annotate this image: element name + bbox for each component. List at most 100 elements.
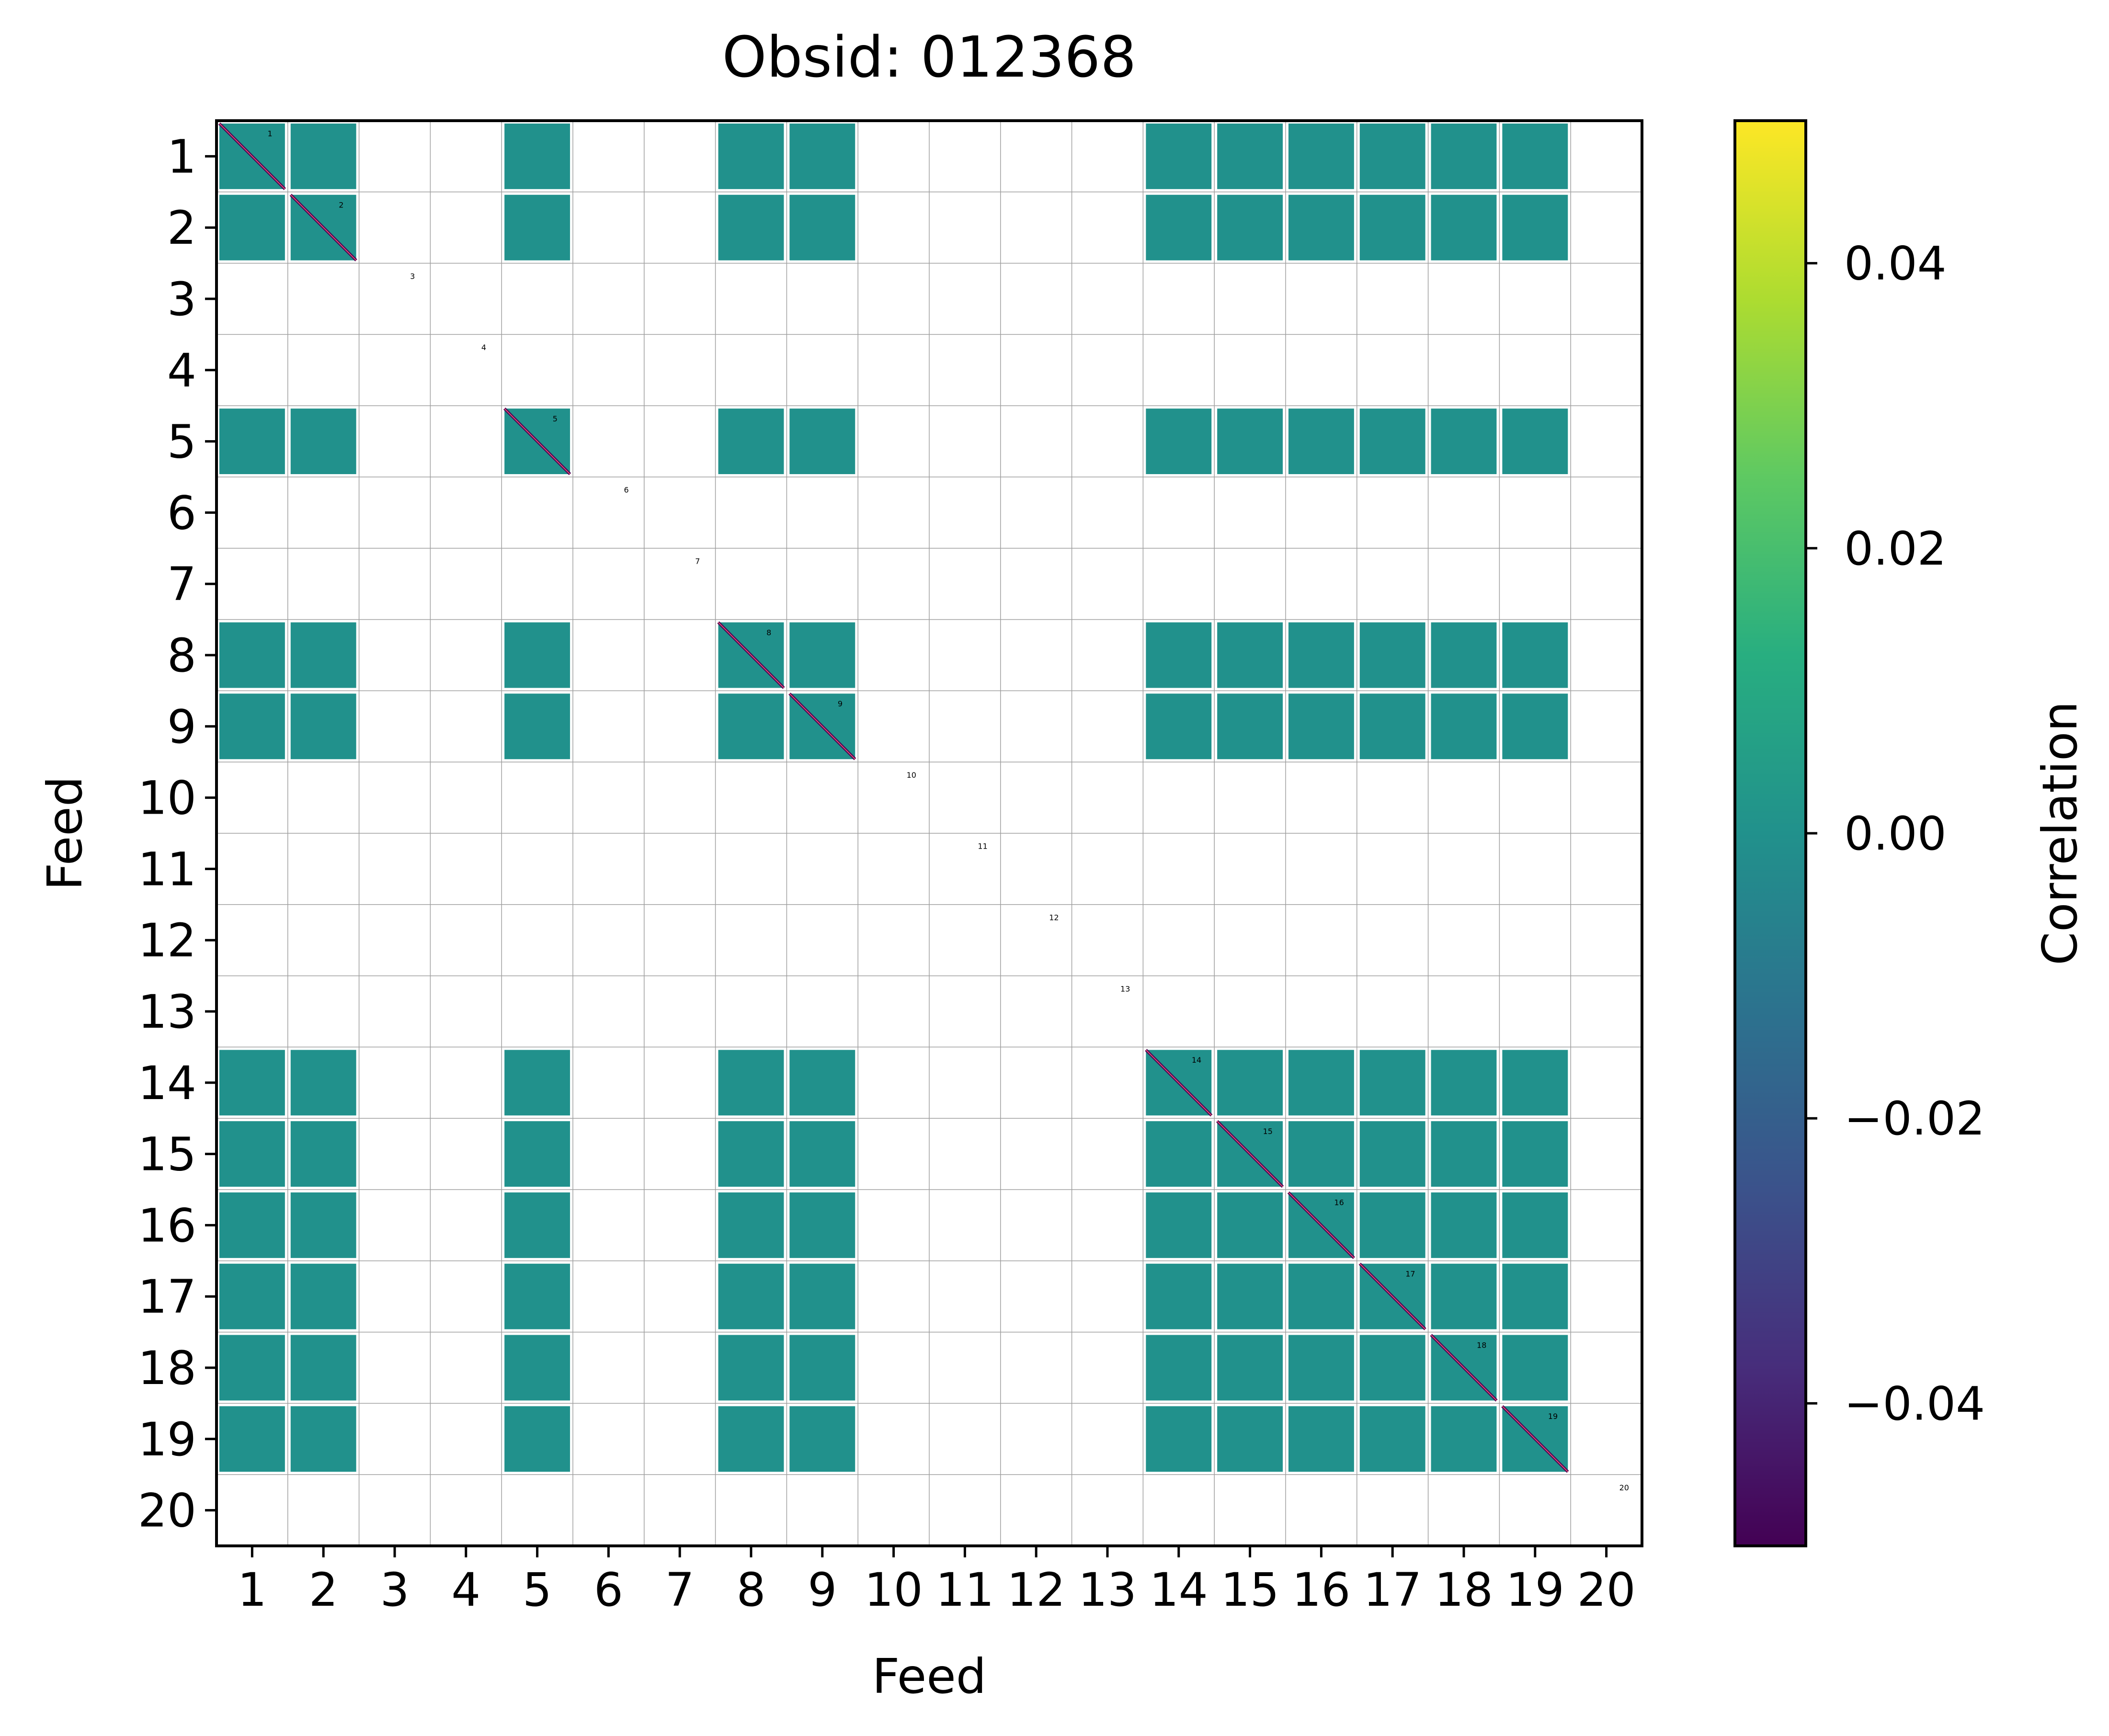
heatmap-cell-19-5: [504, 1406, 570, 1472]
diagonal-label-4: 4: [481, 343, 486, 352]
x-tick-label-17: 17: [1363, 1563, 1422, 1617]
heatmap-cell-18-19: [1502, 1335, 1568, 1401]
diagonal-label-14: 14: [1192, 1055, 1201, 1065]
heatmap-cell-14-5: [504, 1050, 570, 1116]
heatmap-cell-14-15: [1217, 1050, 1283, 1116]
heatmap-cell-2-19: [1502, 194, 1568, 261]
diagonal-highlight-1: [219, 123, 285, 190]
heatmap-cell-9-8: [718, 693, 784, 760]
diagonal-label-10: 10: [907, 771, 916, 780]
heatmap-cell-15-9: [789, 1121, 855, 1187]
x-tick-label-11: 11: [935, 1563, 994, 1617]
heatmap-cell-2-5: [504, 194, 570, 261]
diagonal-highlight-5: [504, 408, 570, 475]
heatmap-cell-9-16: [1288, 693, 1354, 760]
heatmap-cell-15-8: [718, 1121, 784, 1187]
heatmap-cell-8-17: [1359, 622, 1425, 688]
heatmap-cell-19-15: [1217, 1406, 1283, 1472]
heatmap-cell-9-2: [290, 693, 356, 760]
heatmap-cell-16-18: [1431, 1192, 1497, 1258]
diagonal-label-2: 2: [339, 201, 343, 210]
heatmap-cell-17-18: [1431, 1263, 1497, 1329]
heatmap-cell-2-8: [718, 194, 784, 261]
y-tick-label-1: 1: [167, 130, 196, 183]
diagonal-highlight-17: [1359, 1263, 1426, 1330]
x-tick-label-5: 5: [523, 1563, 552, 1617]
heatmap-cell-8-18: [1431, 622, 1497, 688]
heatmap-cell-2-16: [1288, 194, 1354, 261]
heatmap-cell-16-1: [219, 1192, 285, 1258]
y-tick-label-6: 6: [167, 486, 196, 540]
heatmap-cells: [219, 123, 1568, 1472]
y-tick-label-4: 4: [167, 344, 196, 397]
heatmap-cell-17-16: [1288, 1263, 1354, 1329]
x-tick-label-1: 1: [238, 1563, 267, 1617]
y-tick-label-19: 19: [138, 1413, 196, 1466]
heatmap-cell-5-17: [1359, 408, 1425, 475]
x-tick-label-13: 13: [1078, 1563, 1137, 1617]
heatmap-cell-9-5: [504, 693, 570, 760]
heatmap-cell-18-2: [290, 1335, 356, 1401]
y-tick-label-11: 11: [138, 842, 196, 896]
heatmap-cell-5-8: [718, 408, 784, 475]
heatmap-cell-15-1: [219, 1121, 285, 1187]
x-tick-label-7: 7: [665, 1563, 695, 1617]
heatmap-cell-2-18: [1431, 194, 1497, 261]
heatmap-cell-19-17: [1359, 1406, 1425, 1472]
heatmap-cell-18-8: [718, 1335, 784, 1401]
heatmap-cell-17-19: [1502, 1263, 1568, 1329]
heatmap-cell-15-17: [1359, 1121, 1425, 1187]
heatmap-cell-1-9: [789, 123, 855, 189]
heatmap-cell-2-1: [219, 194, 285, 261]
heatmap-cell-16-15: [1217, 1192, 1283, 1258]
y-tick-label-12: 12: [138, 914, 196, 967]
heatmap-cell-19-1: [219, 1406, 285, 1472]
heatmap-cell-9-1: [219, 693, 285, 760]
heatmap-cell-1-16: [1288, 123, 1354, 189]
heatmap-cell-15-5: [504, 1121, 570, 1187]
heatmap-cell-19-8: [718, 1406, 784, 1472]
heatmap-gridlines: [217, 121, 1642, 1546]
heatmap-cell-17-14: [1146, 1263, 1212, 1329]
heatmap-cell-19-16: [1288, 1406, 1354, 1472]
heatmap-cell-17-1: [219, 1263, 285, 1329]
diagonal-highlight-8: [718, 622, 785, 689]
diagonal-label-1: 1: [268, 129, 273, 138]
heatmap-cell-16-2: [290, 1192, 356, 1258]
heatmap-cell-1-5: [504, 123, 570, 189]
heatmap-cell-18-17: [1359, 1335, 1425, 1401]
diagonal-label-7: 7: [695, 557, 700, 566]
heatmap-cell-9-14: [1146, 693, 1212, 760]
heatmap-cell-2-15: [1217, 194, 1283, 261]
y-tick-label-16: 16: [138, 1199, 196, 1252]
heatmap-cell-5-16: [1288, 408, 1354, 475]
y-tick-label-13: 13: [138, 985, 196, 1039]
heatmap-cell-16-17: [1359, 1192, 1425, 1258]
x-tick-label-3: 3: [380, 1563, 409, 1617]
heatmap-cell-1-17: [1359, 123, 1425, 189]
heatmap-cell-17-5: [504, 1263, 570, 1329]
heatmap-cell-14-8: [718, 1050, 784, 1116]
x-tick-label-12: 12: [1007, 1563, 1065, 1617]
heatmap-cell-5-15: [1217, 408, 1283, 475]
heatmap-cell-18-5: [504, 1335, 570, 1401]
colorbar-tick-label: 0.02: [1844, 522, 1947, 576]
heatmap-cell-14-16: [1288, 1050, 1354, 1116]
diagonal-label-8: 8: [766, 628, 771, 637]
y-axis-label: Feed: [37, 776, 93, 891]
diagonal-label-6: 6: [624, 486, 629, 495]
y-tick-label-14: 14: [138, 1056, 196, 1110]
x-axis-label: Feed: [872, 1648, 987, 1704]
heatmap-cell-17-2: [290, 1263, 356, 1329]
x-tick-label-18: 18: [1435, 1563, 1493, 1617]
heatmap-cell-19-14: [1146, 1406, 1212, 1472]
diagonal-label-12: 12: [1049, 913, 1059, 922]
colorbar-tick-label: 0.00: [1844, 807, 1947, 861]
x-tick-label-9: 9: [808, 1563, 837, 1617]
x-tick-label-20: 20: [1577, 1563, 1636, 1617]
chart-title: Obsid: 012368: [722, 24, 1137, 90]
heatmap-cell-16-14: [1146, 1192, 1212, 1258]
